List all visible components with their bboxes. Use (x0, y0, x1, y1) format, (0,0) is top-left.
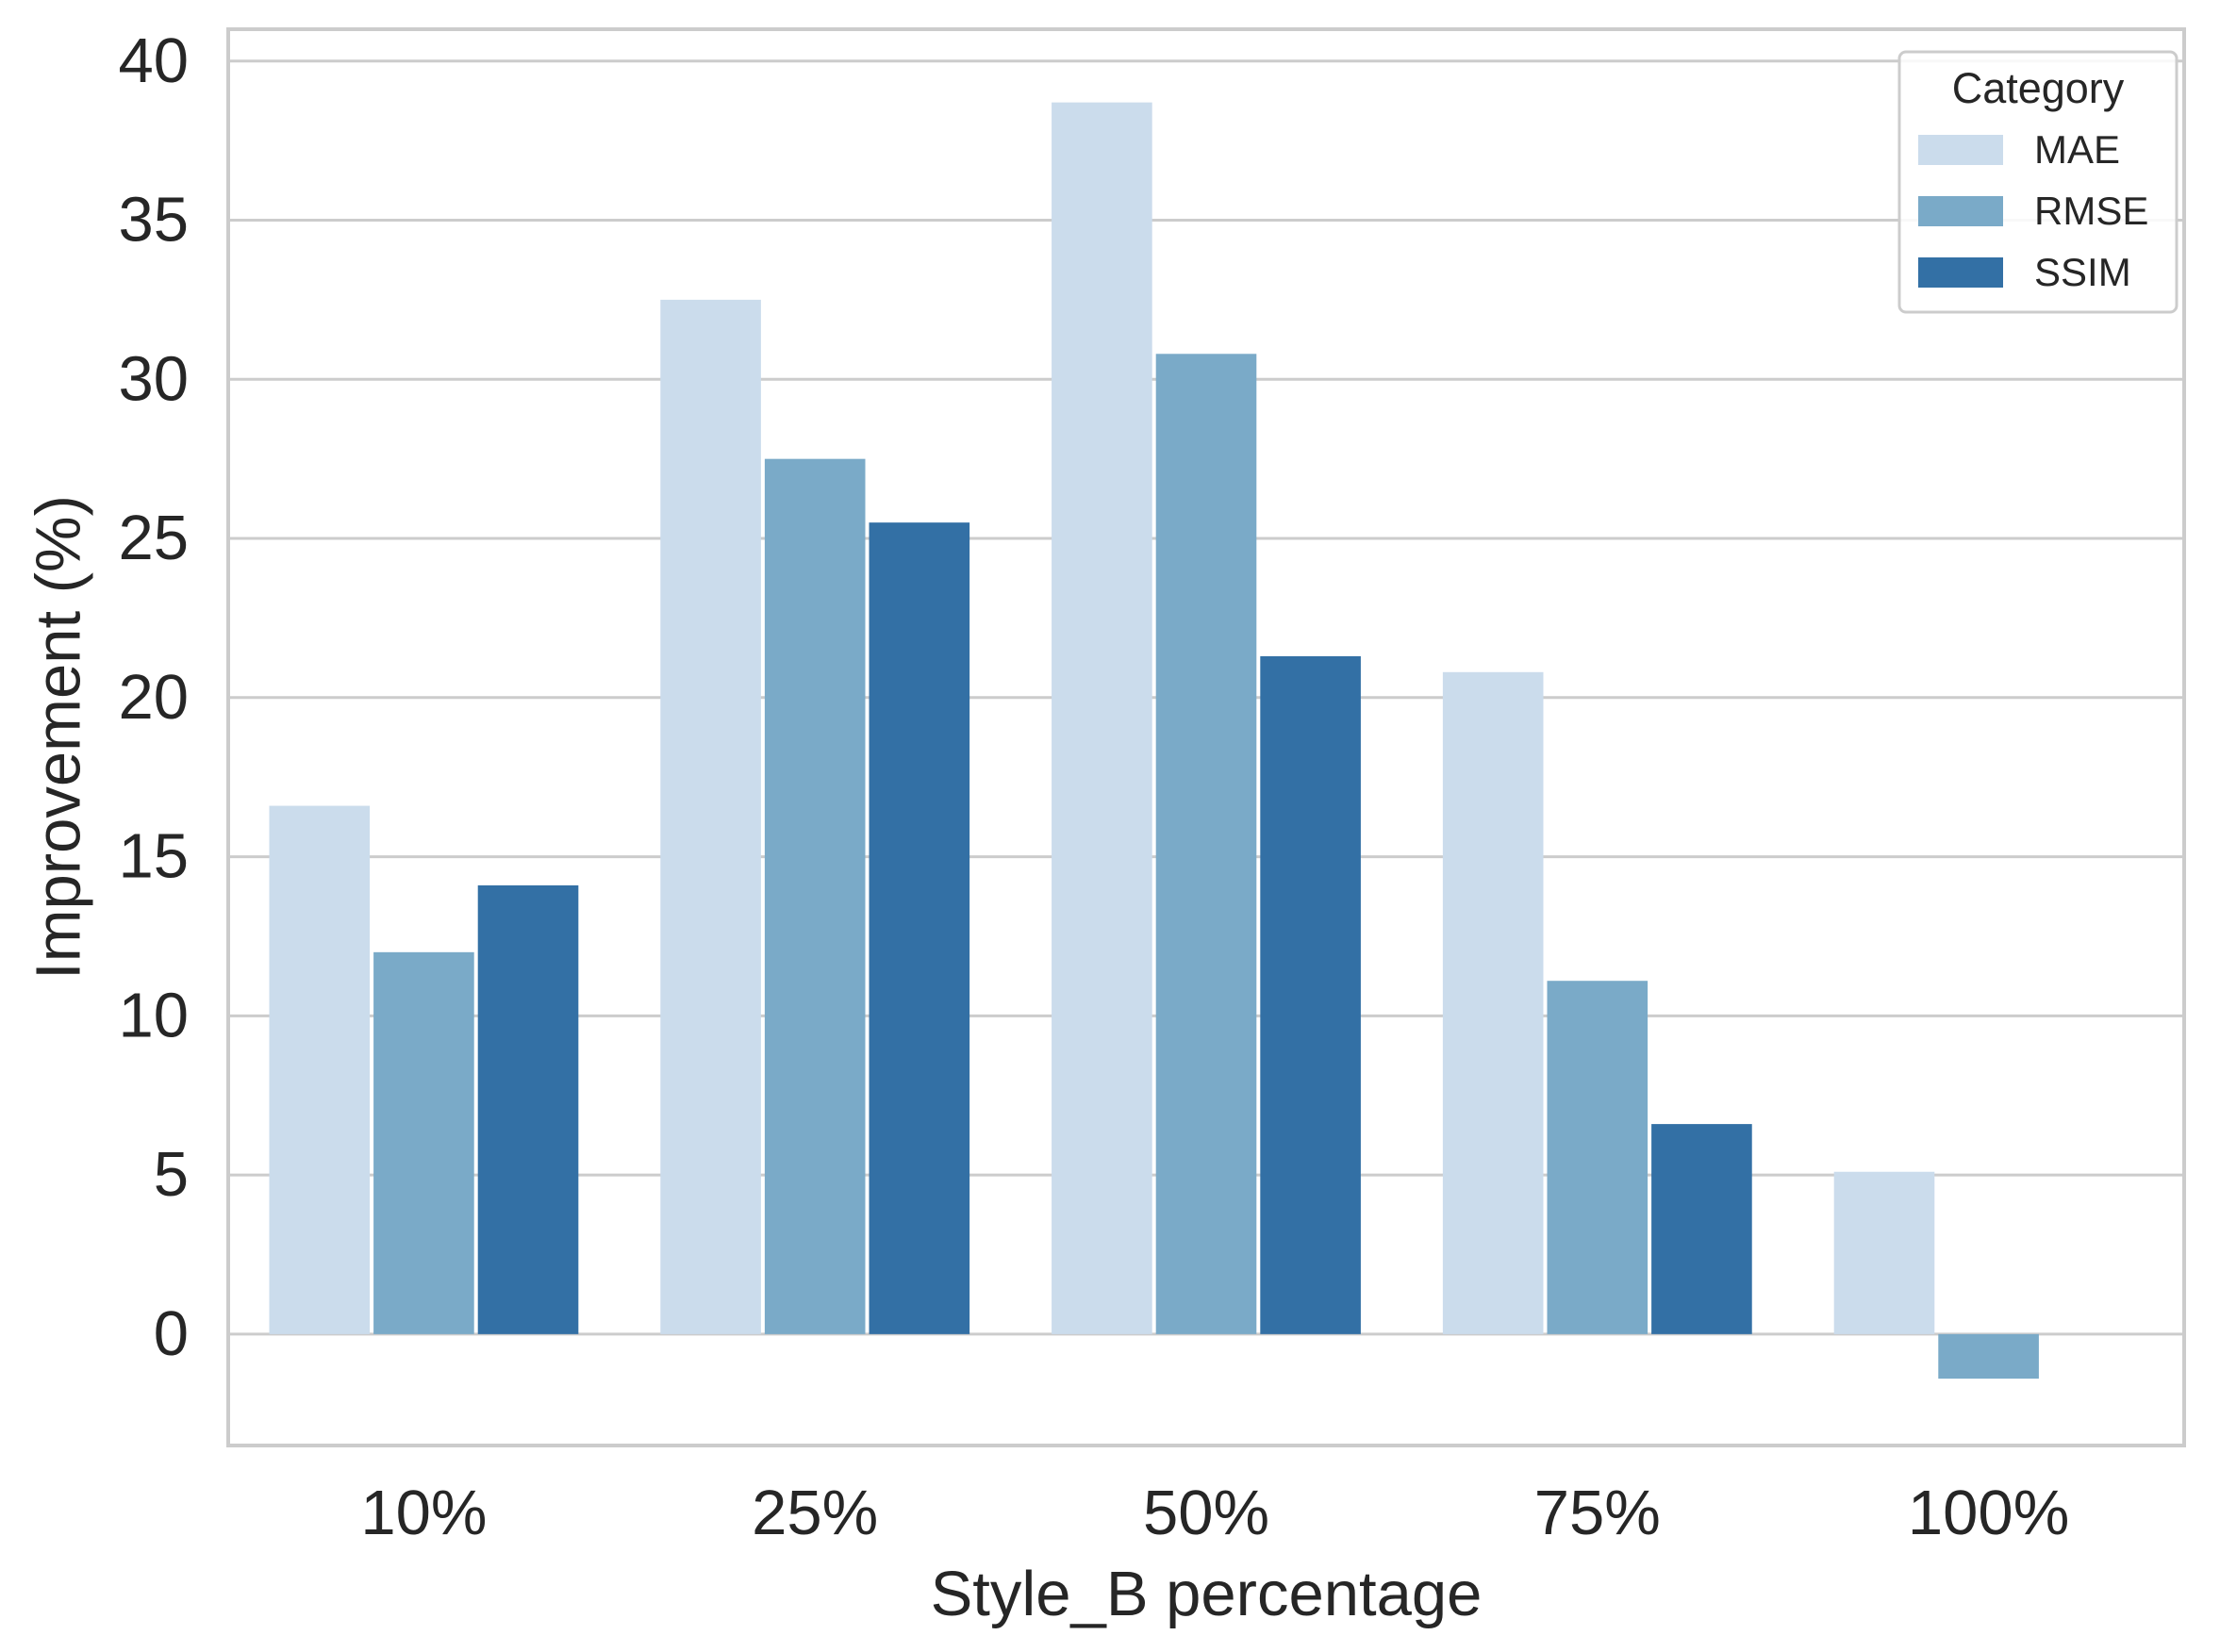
y-tick-label: 0 (154, 1298, 189, 1369)
bar-ssim-3 (1260, 655, 1361, 1334)
x-tick-labels: 10% 25% 50% 75% 100% (360, 1478, 2069, 1548)
legend-swatch-rmse (1918, 196, 2003, 226)
bar-mae-5 (1833, 1171, 1935, 1334)
x-tick-label: 50% (1143, 1478, 1269, 1548)
legend-title: Category (1952, 64, 2125, 112)
x-tick-label: 25% (752, 1478, 878, 1548)
legend-swatch-mae (1918, 135, 2003, 165)
legend-label-ssim: SSIM (2034, 250, 2131, 294)
legend-swatch-ssim (1918, 257, 2003, 288)
legend-label-rmse: RMSE (2034, 189, 2148, 233)
bar-rmse-1 (373, 951, 474, 1334)
y-axis-label: Improvement (%) (24, 495, 94, 980)
bar-rmse-2 (764, 458, 866, 1334)
x-tick-label: 10% (360, 1478, 487, 1548)
legend-items: MAE RMSE SSIM (1918, 127, 2148, 294)
bar-ssim-1 (477, 884, 579, 1334)
legend-box (1897, 50, 2179, 314)
legend-label-mae: MAE (2034, 127, 2120, 172)
x-tick-label: 100% (1908, 1478, 2069, 1548)
bar-ssim-2 (869, 522, 970, 1334)
y-tick-label: 40 (118, 25, 189, 96)
legend: Category MAE RMSE SSIM (1897, 50, 2179, 314)
x-tick-label: 75% (1534, 1478, 1661, 1548)
y-tick-label: 30 (118, 343, 189, 414)
y-tick-label: 20 (118, 662, 189, 733)
y-tick-label: 15 (118, 821, 189, 892)
bar-mae-1 (269, 805, 371, 1334)
y-tick-label: 5 (154, 1139, 189, 1210)
bar-rmse-5 (1938, 1333, 2039, 1379)
bar-mae-3 (1052, 102, 1152, 1334)
x-axis-label: Style_B percentage (931, 1559, 1483, 1629)
y-tick-labels: 0 5 10 15 20 25 30 35 40 (118, 25, 189, 1369)
y-tick-label: 35 (118, 185, 189, 256)
plot-frame (226, 27, 2186, 1447)
bar-ssim-4 (1651, 1124, 1752, 1334)
bars-layer (269, 102, 2039, 1379)
bar-rmse-4 (1547, 981, 1648, 1334)
y-tick-label: 25 (118, 503, 189, 573)
y-tick-label: 10 (118, 980, 189, 1050)
bar-rmse-3 (1155, 354, 1257, 1334)
bar-mae-2 (660, 299, 761, 1334)
bar-mae-4 (1442, 671, 1544, 1334)
